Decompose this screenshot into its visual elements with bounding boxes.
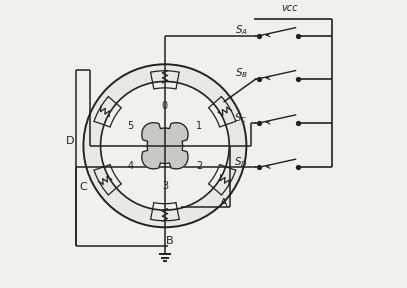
Text: 3: 3 (162, 181, 168, 191)
Text: 5: 5 (127, 121, 133, 131)
Text: D: D (66, 137, 74, 147)
Text: B: B (165, 236, 173, 246)
Text: $S_D$: $S_D$ (234, 155, 248, 169)
Circle shape (83, 64, 246, 227)
Text: $S_B$: $S_B$ (235, 67, 248, 80)
Text: 2: 2 (196, 161, 203, 171)
Text: 4: 4 (127, 161, 133, 171)
Polygon shape (142, 123, 188, 169)
Text: 0: 0 (162, 101, 168, 111)
Text: $S_A$: $S_A$ (235, 24, 248, 37)
Text: 1: 1 (197, 121, 203, 131)
Text: C: C (79, 181, 87, 192)
Text: vcc: vcc (281, 3, 298, 13)
Text: A: A (220, 198, 228, 208)
Text: $S_C$: $S_C$ (234, 111, 248, 125)
Circle shape (101, 82, 229, 210)
